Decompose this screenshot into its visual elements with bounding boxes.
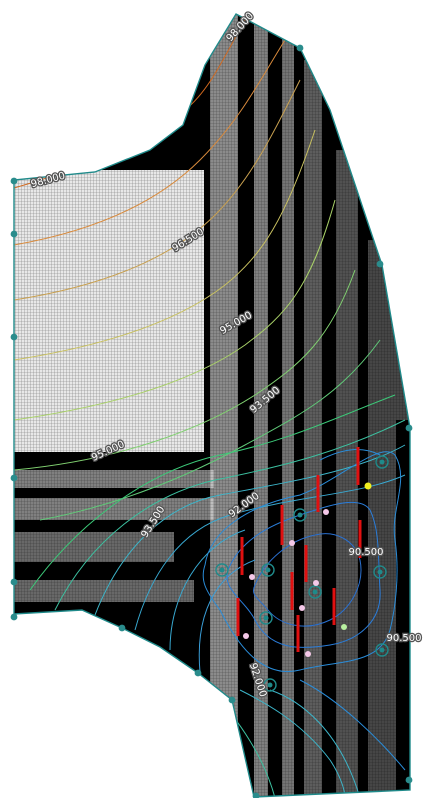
observation-point-icon[interactable] — [299, 605, 305, 611]
well-icon[interactable] — [293, 508, 307, 522]
circle-node-icon[interactable] — [194, 669, 202, 677]
observation-point-icon[interactable] — [313, 580, 319, 586]
observation-points — [243, 482, 372, 657]
circle-node-icon[interactable] — [405, 776, 413, 784]
circle-node-icon[interactable] — [10, 578, 18, 586]
observation-point-icon[interactable] — [249, 574, 255, 580]
circle-node-icon[interactable] — [10, 230, 18, 238]
circle-node-icon[interactable] — [252, 792, 260, 798]
contour-lines — [14, 19, 406, 797]
contour-label: 90.500 — [347, 546, 385, 560]
circle-node-icon[interactable] — [10, 177, 18, 185]
pump-screens — [236, 447, 362, 652]
contour-label-text: 90.500 — [349, 547, 384, 558]
well-icon[interactable] — [373, 565, 387, 579]
circle-node-icon[interactable] — [228, 696, 236, 704]
wells — [215, 455, 389, 692]
well-icon[interactable] — [375, 455, 389, 469]
circle-node-icon[interactable] — [10, 333, 18, 341]
well-icon[interactable] — [308, 585, 322, 599]
boundary-nodes — [10, 44, 413, 798]
observation-point-icon[interactable] — [305, 651, 311, 657]
well-icon[interactable] — [215, 563, 229, 577]
observation-point-icon[interactable] — [243, 633, 249, 639]
circle-node-icon[interactable] — [376, 260, 384, 268]
circle-node-icon[interactable] — [10, 474, 18, 482]
well-icon[interactable] — [259, 611, 273, 625]
contour-label: 90.500 — [385, 632, 423, 646]
observation-point-icon[interactable] — [323, 509, 329, 515]
well-icon[interactable] — [375, 643, 389, 657]
circle-node-icon[interactable] — [10, 613, 18, 621]
circle-node-icon[interactable] — [296, 44, 304, 52]
observation-point-icon[interactable] — [364, 482, 372, 490]
mesh-zone-fine — [14, 170, 204, 452]
observation-point-icon[interactable] — [341, 624, 347, 630]
contour-label-text: 90.500 — [387, 633, 422, 644]
circle-node-icon[interactable] — [118, 624, 126, 632]
circle-node-icon[interactable] — [405, 424, 413, 432]
well-icon[interactable] — [263, 678, 277, 692]
well-icon[interactable] — [261, 563, 275, 577]
observation-point-icon[interactable] — [289, 540, 295, 546]
